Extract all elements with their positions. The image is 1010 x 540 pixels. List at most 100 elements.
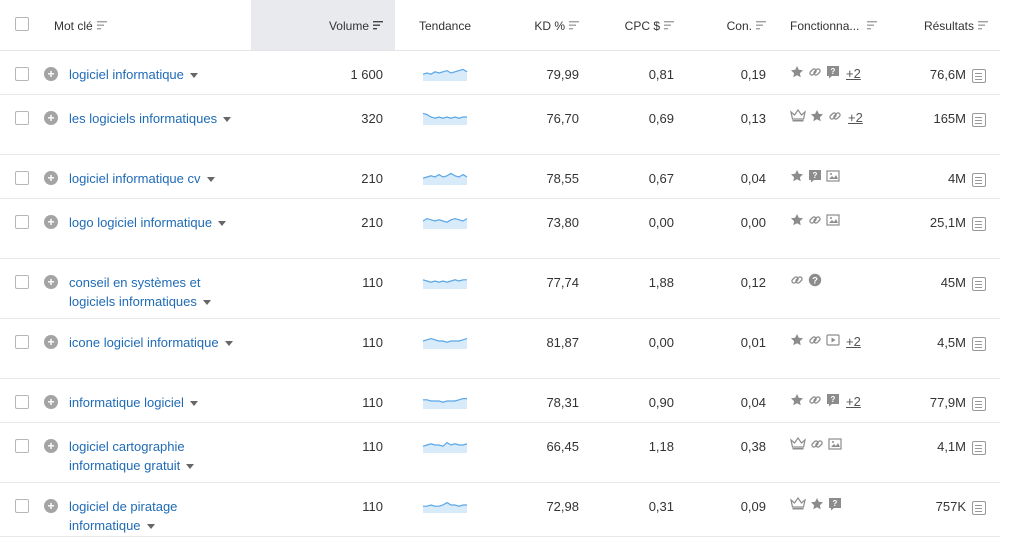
row-checkbox[interactable] (15, 171, 29, 185)
svg-text:?: ? (813, 171, 818, 180)
image-icon (826, 169, 840, 186)
com-header-label: Con. (726, 18, 752, 33)
keyword-link[interactable]: informatique logiciel (69, 393, 198, 412)
com-cell: 0,19 (686, 50, 778, 95)
row-checkbox[interactable] (15, 499, 29, 513)
row-select-cell (0, 422, 44, 483)
table-row: + les logiciels informatiques 320 76,70 … (0, 94, 1000, 155)
keyword-text: icone logiciel informatique (69, 335, 219, 350)
features-cell (778, 422, 886, 483)
serp-icon[interactable] (972, 440, 986, 455)
trend-cell (395, 378, 495, 423)
com-cell: 0,04 (686, 154, 778, 199)
serp-icon[interactable] (972, 336, 986, 351)
keyword-link[interactable]: logiciel cartographie informatique gratu… (69, 437, 243, 475)
row-checkbox[interactable] (15, 395, 29, 409)
chevron-down-icon[interactable] (189, 401, 198, 407)
row-checkbox[interactable] (15, 275, 29, 289)
serp-icon[interactable] (972, 112, 986, 127)
serp-icon[interactable] (972, 68, 986, 83)
results-count: 4,5M (937, 335, 966, 350)
add-keyword-icon[interactable]: + (44, 215, 58, 229)
keyword-link[interactable]: logiciel informatique cv (69, 169, 215, 188)
trend-cell (395, 422, 495, 483)
trend-sparkline (422, 279, 467, 289)
row-checkbox[interactable] (15, 111, 29, 125)
results-count: 45M (940, 275, 966, 290)
add-keyword-icon[interactable]: + (44, 439, 58, 453)
chevron-down-icon[interactable] (223, 117, 232, 123)
chevron-down-icon[interactable] (206, 177, 215, 183)
results-cell: 4,1M (886, 422, 1000, 483)
kd-cell: 81,87 (495, 318, 591, 379)
keyword-link[interactable]: logiciel de piratage informatique (69, 497, 243, 535)
add-keyword-icon[interactable]: + (44, 395, 58, 409)
more-features-link[interactable]: +2 (846, 334, 861, 350)
add-keyword-icon[interactable]: + (44, 171, 58, 185)
kd-header[interactable]: KD % (495, 0, 591, 51)
chevron-down-icon[interactable] (186, 464, 195, 470)
link-icon (790, 273, 804, 290)
crown-icon (790, 497, 806, 514)
add-keyword-icon[interactable]: + (44, 67, 58, 81)
chevron-down-icon[interactable] (189, 73, 198, 79)
trend-sparkline (422, 172, 468, 185)
keyword-text: conseil en systèmes et logiciels informa… (69, 275, 201, 309)
trend-sparkline (422, 112, 467, 125)
com-header[interactable]: Con. (686, 0, 778, 51)
row-checkbox[interactable] (15, 439, 29, 453)
volume-header[interactable]: Volume (251, 0, 395, 51)
keyword-link[interactable]: logo logiciel informatique (69, 213, 227, 232)
more-features-link[interactable]: +2 (846, 394, 861, 410)
results-header[interactable]: Résultats (886, 0, 1000, 51)
features-cell: ? (778, 482, 886, 537)
serp-icon[interactable] (972, 172, 986, 187)
volume-cell: 110 (251, 318, 395, 379)
kd-cell: 76,70 (495, 94, 591, 155)
results-cell: 45M (886, 258, 1000, 319)
volume-header-label: Volume (328, 18, 369, 33)
keyword-link[interactable]: conseil en systèmes et logiciels informa… (69, 273, 243, 311)
chevron-down-icon[interactable] (146, 524, 155, 530)
cpc-cell: 0,81 (591, 50, 686, 95)
chevron-down-icon[interactable] (202, 300, 211, 306)
table-row: + icone logiciel informatique 110 81,87 … (0, 318, 1000, 379)
more-features-link[interactable]: +2 (846, 66, 861, 82)
chevron-down-icon[interactable] (218, 221, 227, 227)
keyword-cell: + informatique logiciel (44, 378, 251, 423)
serp-icon[interactable] (972, 500, 986, 515)
add-keyword-icon[interactable]: + (44, 335, 58, 349)
row-checkbox[interactable] (15, 335, 29, 349)
row-checkbox[interactable] (15, 215, 29, 229)
trend-header: Tendance (395, 0, 495, 51)
results-cell: 77,9M (886, 378, 1000, 423)
keyword-header[interactable]: Mot clé (44, 0, 251, 51)
kd-header-label: KD % (534, 18, 565, 33)
serp-icon[interactable] (972, 216, 986, 231)
select-all-checkbox[interactable] (15, 16, 29, 31)
row-checkbox[interactable] (15, 67, 29, 81)
keyword-link[interactable]: les logiciels informatiques (69, 109, 232, 128)
volume-cell: 320 (251, 94, 395, 155)
star-icon (790, 169, 804, 186)
keyword-cell: + icone logiciel informatique (44, 318, 251, 379)
add-keyword-icon[interactable]: + (44, 111, 58, 125)
chevron-down-icon[interactable] (224, 341, 233, 347)
volume-cell: 210 (251, 154, 395, 199)
row-select-cell (0, 258, 44, 319)
more-features-link[interactable]: +2 (848, 110, 863, 126)
serp-icon[interactable] (972, 396, 986, 411)
row-select-cell (0, 482, 44, 537)
keyword-link[interactable]: logiciel informatique (69, 65, 198, 84)
cpc-header[interactable]: CPC $ (591, 0, 686, 51)
link-icon (808, 65, 822, 82)
keyword-link[interactable]: icone logiciel informatique (69, 333, 233, 352)
trend-sparkline (422, 441, 468, 453)
svg-text:?: ? (831, 67, 836, 76)
add-keyword-icon[interactable]: + (44, 499, 58, 513)
add-keyword-icon[interactable]: + (44, 275, 58, 289)
crown-icon (790, 437, 806, 454)
serp-icon[interactable] (972, 276, 986, 291)
features-header[interactable]: Fonctionna... (778, 0, 886, 51)
